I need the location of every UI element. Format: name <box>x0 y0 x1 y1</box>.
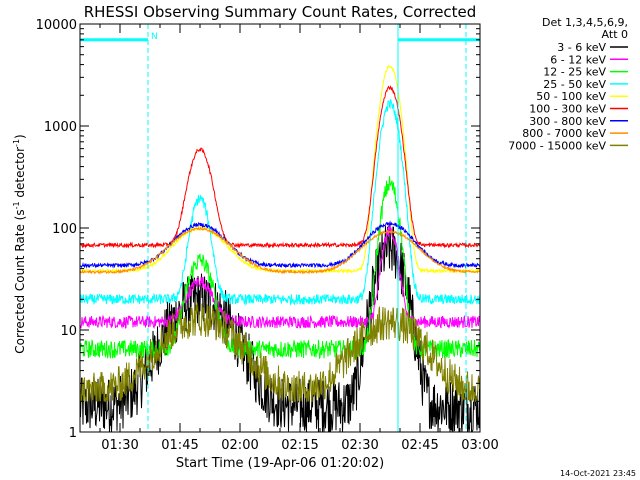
legend-label-6: 100 - 300 keV <box>529 103 606 116</box>
legend-label-8: 800 - 7000 keV <box>522 127 606 140</box>
axes: 1 10 100 1000 10000 01:30 01:45 02:00 02:15 02:30… <box>36 18 499 453</box>
y-axis-label-end: ) <box>13 134 27 139</box>
series-line-9 <box>79 302 481 403</box>
legend-label-5: 50 - 100 keV <box>536 90 606 103</box>
series-line-5 <box>79 64 481 275</box>
y-tick-label-4: 1000 <box>44 120 77 135</box>
legend-label-3: 12 - 25 keV <box>543 66 606 79</box>
x-tick-label-6: 02:45 <box>401 438 438 453</box>
night-bar-label: N <box>151 32 158 42</box>
legend-label-7: 300 - 800 keV <box>529 115 606 128</box>
y-tick-label-2: 10 <box>60 324 77 339</box>
x-tick-label-4: 02:15 <box>281 438 318 453</box>
x-tick-label-1: 01:30 <box>101 438 138 453</box>
series-line-8 <box>79 226 481 275</box>
series-line-4 <box>79 99 481 307</box>
x-tick-label-3: 02:00 <box>221 438 258 453</box>
timestamp: 14-Oct-2021 23:45 <box>560 469 636 478</box>
legend-label-4: 25 - 50 keV <box>543 78 606 91</box>
series-line-2 <box>79 224 481 329</box>
y-axis-label-mid: detector <box>13 147 27 202</box>
x-tick-label-2: 01:45 <box>161 438 198 453</box>
y-axis-label: Corrected Count Rate (s-1 detector-1) <box>12 134 27 353</box>
legend-header-line1: Det 1,3,4,5,6,9, <box>542 16 628 29</box>
y-tick-label-5: 10000 <box>36 18 77 33</box>
legend-label-2: 6 - 12 keV <box>550 53 606 66</box>
chart-title: RHESSI Observing Summary Count Rates, Co… <box>84 3 477 21</box>
y-axis-label-sup1: -1 <box>12 201 21 209</box>
series-line-6 <box>79 84 481 249</box>
x-axis-label: Start Time (19-Apr-06 01:20:02) <box>176 456 384 471</box>
legend-label-1: 3 - 6 keV <box>557 41 606 54</box>
x-tick-label-7: 03:00 <box>461 438 498 453</box>
x-tick-label-5: 02:30 <box>341 438 378 453</box>
y-axis-label-main: Corrected Count Rate (s <box>13 209 27 353</box>
y-axis-label-sup2: -1 <box>12 139 21 147</box>
legend-label-9: 7000 - 15000 keV <box>508 139 606 152</box>
y-tick-label-1: 1 <box>69 426 77 441</box>
legend-header-line2: Att 0 <box>602 28 628 41</box>
plot-area: N <box>79 24 481 433</box>
y-tick-label-3: 100 <box>52 222 77 237</box>
